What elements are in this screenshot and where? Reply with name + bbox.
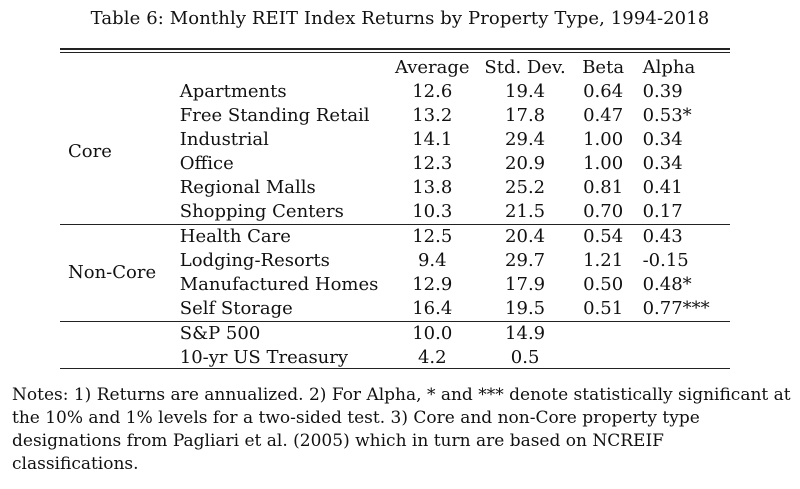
alpha-value: 0.17 — [642, 201, 683, 222]
std-dev-value: 29.4 — [505, 129, 546, 150]
average-value: 13.8 — [412, 177, 453, 198]
property-name: Industrial — [179, 129, 269, 150]
property-name: S&P 500 — [179, 321, 389, 346]
beta-value: 0.70 — [583, 201, 624, 222]
alpha-value: 0.34 — [642, 153, 683, 174]
std-dev-value: 17.9 — [505, 274, 546, 295]
header-average: Average — [394, 57, 470, 78]
std-dev-value: 0.5 — [510, 347, 540, 368]
header-std-dev: Std. Dev. — [484, 57, 566, 78]
average-value: 12.3 — [412, 153, 453, 174]
table-row: Manufactured Homes 12.9 17.9 0.50 0.48* — [60, 273, 730, 297]
table-row: Non-Core Health Care 12.5 20.4 0.54 0.43 — [60, 224, 730, 322]
beta-value: 0.54 — [573, 224, 633, 249]
beta-value: 0.64 — [583, 81, 624, 102]
table-row: Free Standing Retail 13.2 17.8 0.47 0.53* — [60, 104, 730, 128]
average-value: 12.5 — [388, 224, 477, 249]
group-label: Core — [68, 141, 112, 162]
std-dev-value: 19.4 — [505, 81, 546, 102]
alpha-value: 0.53* — [642, 105, 692, 126]
alpha-value: 0.43 — [632, 224, 730, 249]
beta-value: 1.00 — [583, 153, 624, 174]
alpha-value — [632, 321, 730, 346]
average-value: 14.1 — [412, 129, 453, 150]
group-label: Non-Core — [60, 224, 180, 322]
alpha-value: 0.41 — [642, 177, 683, 198]
returns-table: Average Std. Dev. Beta Alpha Core Apartme… — [60, 56, 730, 370]
property-name: Shopping Centers — [179, 201, 344, 222]
std-dev-value: 17.8 — [505, 105, 546, 126]
bottom-rule — [60, 368, 730, 369]
alpha-value: 0.48* — [642, 274, 692, 295]
property-name: 10-yr US Treasury — [179, 347, 349, 368]
average-value: 12.9 — [412, 274, 453, 295]
group-label — [60, 321, 180, 370]
table-body: Core Apartments 12.6 19.4 0.64 0.39 Free Stand… — [60, 80, 730, 370]
table-row: Lodging-Resorts 9.4 29.7 1.21 -0.15 — [60, 249, 730, 273]
alpha-value: 0.39 — [642, 81, 683, 102]
beta-value — [573, 321, 633, 346]
average-value: 16.4 — [412, 298, 453, 319]
beta-value: 1.00 — [583, 129, 624, 150]
header-alpha: Alpha — [642, 57, 696, 78]
beta-value: 0.47 — [583, 105, 624, 126]
average-value: 4.2 — [417, 347, 447, 368]
alpha-value: 0.34 — [642, 129, 683, 150]
alpha-value: -0.15 — [642, 250, 689, 271]
table-notes: Notes: 1) Returns are annualized. 2) For… — [12, 385, 791, 474]
table-row: Core Apartments 12.6 19.4 0.64 0.39 — [60, 80, 730, 162]
std-dev-value: 25.2 — [505, 177, 546, 198]
beta-value: 0.51 — [583, 298, 624, 319]
top-rule-secondary — [60, 52, 730, 53]
property-name: Free Standing Retail — [179, 105, 370, 126]
std-dev-value: 20.9 — [505, 153, 546, 174]
std-dev-value: 19.5 — [505, 298, 546, 319]
table-row: Self Storage 16.4 19.5 0.51 0.77*** — [60, 297, 730, 322]
table-row: 10-yr US Treasury 4.2 0.5 — [60, 346, 730, 370]
property-name: Self Storage — [179, 298, 293, 319]
top-rule — [60, 48, 730, 50]
alpha-value: 0.77*** — [642, 298, 710, 319]
average-value: 12.6 — [412, 81, 453, 102]
property-name: Apartments — [179, 81, 287, 102]
average-value: 10.3 — [412, 201, 453, 222]
header-property — [180, 56, 388, 80]
table-row: Shopping Centers 10.3 21.5 0.70 0.17 — [60, 200, 730, 225]
header-beta: Beta — [582, 57, 625, 78]
beta-value — [574, 346, 633, 370]
property-name: Regional Malls — [179, 177, 316, 198]
beta-value: 0.50 — [583, 274, 624, 295]
average-value: 10.0 — [388, 321, 477, 346]
std-dev-value: 21.5 — [505, 201, 546, 222]
std-dev-value: 20.4 — [476, 224, 574, 249]
property-name: Office — [179, 153, 234, 174]
table-row: Office 12.3 20.9 1.00 0.34 — [60, 152, 730, 176]
beta-value: 1.21 — [583, 250, 624, 271]
table-row: Regional Malls 13.8 25.2 0.81 0.41 — [60, 176, 730, 200]
table-row: S&P 500 10.0 14.9 — [60, 321, 730, 370]
average-value: 13.2 — [412, 105, 453, 126]
property-name: Health Care — [179, 224, 389, 249]
property-name: Lodging-Resorts — [179, 250, 330, 271]
std-dev-value: 14.9 — [476, 321, 574, 346]
beta-value: 0.81 — [583, 177, 624, 198]
table-caption: Table 6: Monthly REIT Index Returns by P… — [90, 8, 710, 29]
std-dev-value: 29.7 — [505, 250, 546, 271]
table-row: Industrial 14.1 29.4 1.00 0.34 — [60, 128, 730, 152]
property-name: Manufactured Homes — [179, 274, 379, 295]
header-row: Average Std. Dev. Beta Alpha — [60, 56, 730, 80]
average-value: 9.4 — [417, 250, 447, 271]
header-group — [60, 56, 180, 80]
alpha-value — [633, 346, 730, 370]
